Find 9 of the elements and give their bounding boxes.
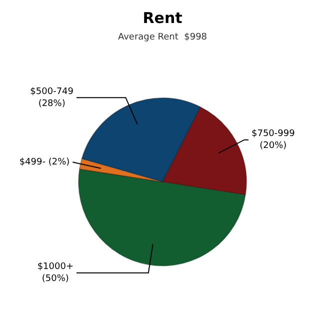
chart-title: Rent — [142, 8, 182, 27]
data-label: (50%) — [42, 274, 69, 284]
slice-label: $1000+ — [37, 262, 74, 272]
slice-label: $750-999 — [251, 129, 296, 140]
slice-label: $500-749 — [30, 86, 74, 97]
data-label: (20%) — [260, 141, 287, 152]
data-label: (28%) — [38, 98, 66, 109]
chart-subtitle: Average Rent $998 — [118, 32, 208, 43]
slice-label: $499- (2%) — [19, 157, 70, 168]
